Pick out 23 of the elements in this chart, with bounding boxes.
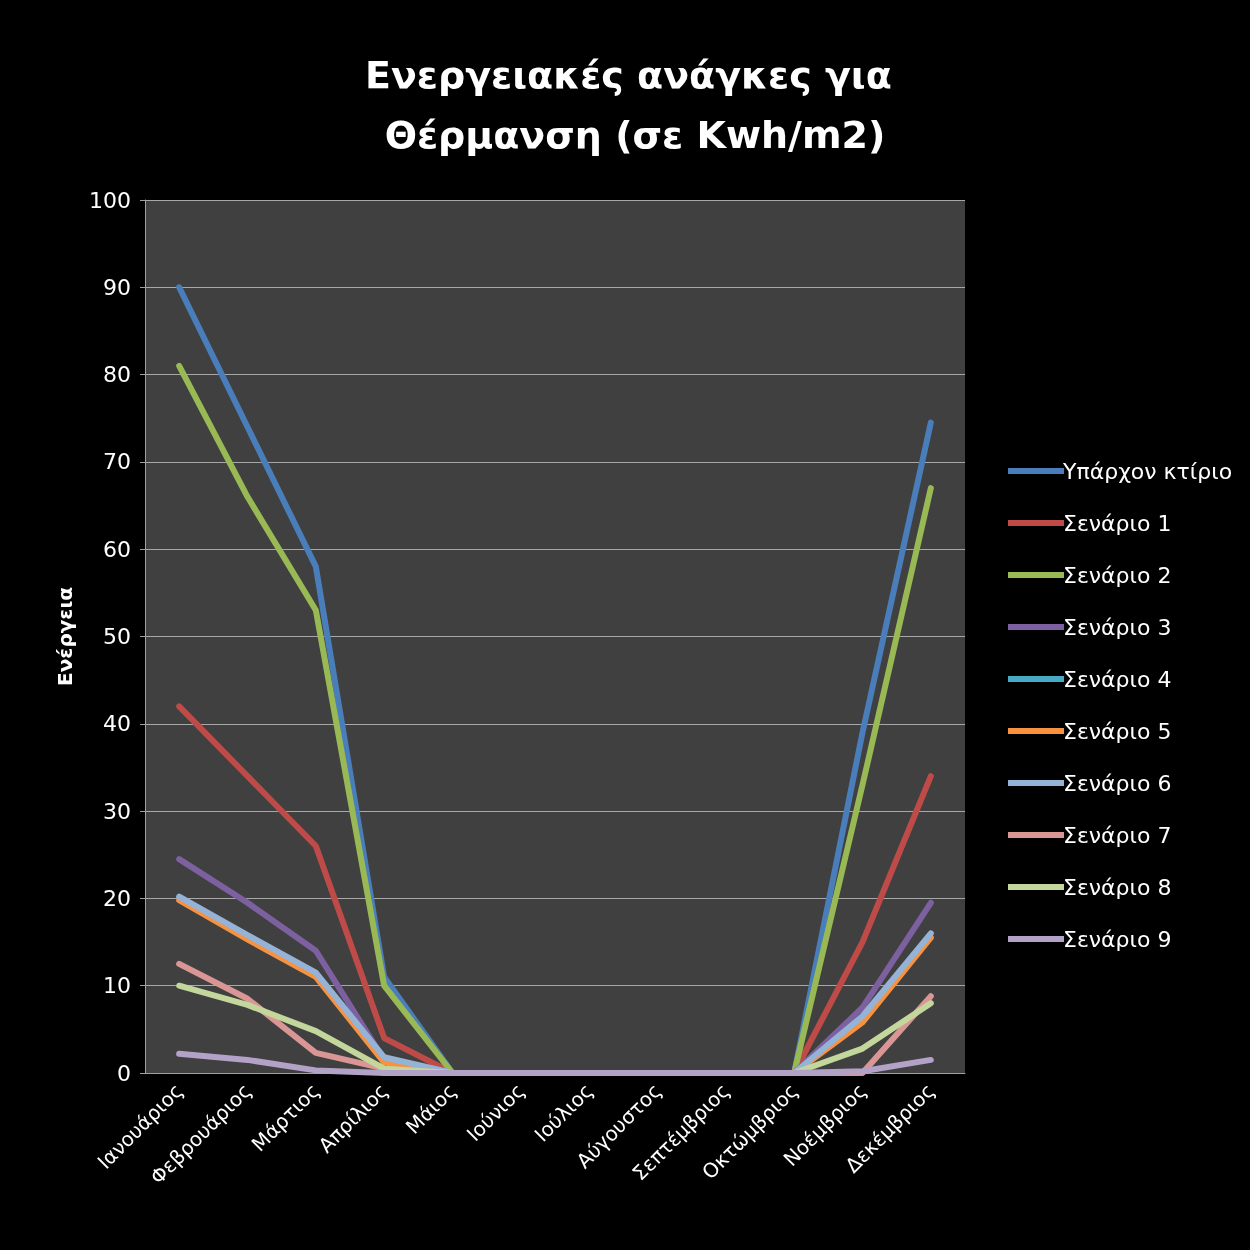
y-tick-label: 30 (103, 798, 131, 824)
legend-label: Σενάριο 8 (1063, 874, 1172, 900)
y-tick-label: 0 (117, 1060, 131, 1086)
y-tick-label: 50 (103, 624, 131, 649)
legend-label: Σενάριο 9 (1063, 926, 1172, 952)
legend-label: Σενάριο 7 (1063, 822, 1172, 848)
legend-label: Σενάριο 2 (1063, 562, 1172, 588)
legend-label: Υπάρχον κτίριο (1062, 458, 1233, 484)
legend-label: Σενάριο 3 (1063, 614, 1172, 640)
legend-label: Σενάριο 1 (1063, 510, 1172, 536)
legend-label: Σενάριο 4 (1063, 666, 1172, 692)
y-tick-label: 20 (103, 885, 131, 911)
chart-title: Ενεργειακές ανάγκες για Θέρμανση (σε Kwh/m2) (365, 53, 905, 157)
legend-label: Σενάριο 6 (1063, 770, 1172, 796)
y-tick-label: 100 (89, 187, 131, 213)
y-tick-label: 80 (103, 362, 131, 388)
y-tick-label: 70 (103, 449, 131, 475)
y-tick-label: 90 (103, 274, 131, 300)
y-tick-label: 40 (103, 711, 131, 737)
y-tick-label: 60 (103, 536, 131, 562)
y-axis-title: Ενέργεια (53, 586, 77, 687)
legend-label: Σενάριο 5 (1063, 718, 1172, 744)
y-tick-label: 10 (103, 973, 131, 999)
